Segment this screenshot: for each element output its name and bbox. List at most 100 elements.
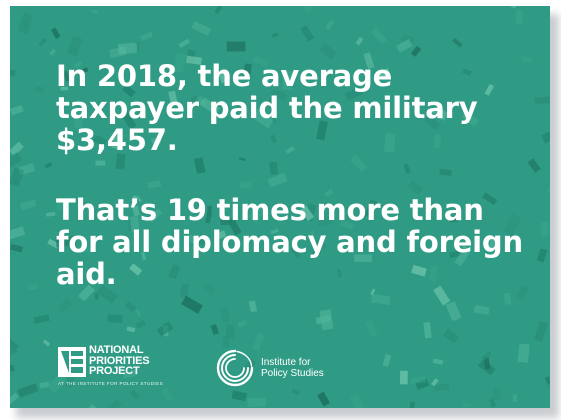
- dollar-bill-shape: [354, 254, 372, 262]
- dollar-bill-shape: [316, 120, 328, 141]
- dollar-bill-shape: [411, 264, 427, 277]
- dollar-bill-shape: [124, 301, 137, 313]
- dollar-bill-shape: [73, 61, 83, 69]
- dollar-bill-shape: [452, 37, 463, 48]
- dollar-bill-shape: [364, 319, 378, 338]
- dollar-bill-shape: [396, 38, 413, 53]
- dollar-bill-shape: [19, 199, 37, 211]
- dollar-bill-shape: [248, 300, 258, 313]
- dollar-bill-shape: [140, 31, 154, 41]
- dollar-bill-shape: [121, 84, 136, 98]
- dollar-bill-shape: [135, 320, 147, 329]
- dollar-bill-shape: [207, 205, 212, 216]
- dollar-bill-shape: [449, 218, 459, 223]
- dollar-bill-shape: [269, 161, 279, 175]
- dollar-bill-shape: [129, 263, 143, 276]
- dollar-bill-shape: [117, 42, 138, 55]
- dollar-bill-shape: [317, 391, 331, 407]
- dollar-bill-shape: [10, 104, 24, 116]
- dollar-bill-shape: [45, 211, 56, 217]
- dollar-bill-shape: [129, 389, 140, 400]
- dollar-bill-shape: [51, 27, 61, 39]
- dollar-bill-shape: [517, 343, 530, 363]
- dollar-bill-shape: [243, 63, 252, 78]
- dollar-bill-shape: [62, 70, 71, 82]
- dollar-bill-shape: [78, 67, 89, 75]
- dollar-bill-shape: [415, 378, 430, 390]
- dollar-bill-shape: [267, 172, 288, 188]
- npp-flag-icon: [58, 347, 86, 377]
- dollar-bill-shape: [28, 284, 38, 290]
- dollar-bill-shape: [432, 358, 444, 365]
- dollar-bill-shape: [210, 323, 220, 336]
- dollar-bill-shape: [106, 314, 123, 323]
- falling-dollar-bills-background: [10, 6, 550, 408]
- dollar-bill-shape: [168, 90, 178, 106]
- dollar-bill-shape: [517, 285, 528, 300]
- dollar-bill-shape: [382, 353, 392, 367]
- dollar-bill-shape: [315, 314, 332, 325]
- dollar-bill-shape: [282, 70, 294, 91]
- dollar-bill-shape: [78, 284, 95, 302]
- dollar-bill-shape: [339, 220, 354, 230]
- dollar-bill-shape: [226, 6, 243, 9]
- dollar-bill-shape: [77, 201, 85, 206]
- dollar-bill-shape: [270, 134, 277, 144]
- dollar-bill-shape: [349, 393, 365, 408]
- dollar-bill-shape: [18, 12, 33, 35]
- dollar-bill-shape: [541, 221, 549, 237]
- dollar-bill-shape: [83, 404, 97, 408]
- dollar-bill-shape: [44, 161, 53, 169]
- dollar-bill-shape: [47, 373, 68, 393]
- dollar-bill-shape: [521, 56, 533, 62]
- dollar-bill-shape: [10, 226, 26, 240]
- dollar-bill-shape: [35, 86, 45, 92]
- dollar-bill-shape: [178, 38, 190, 48]
- dollar-bill-shape: [252, 108, 275, 129]
- dollar-bill-shape: [106, 399, 122, 408]
- dollar-bill-shape: [312, 250, 321, 255]
- dollar-bill-shape: [433, 133, 442, 149]
- ips-swirl-icon: [216, 349, 254, 387]
- dollar-bill-shape: [503, 292, 512, 305]
- dollar-bill-shape: [237, 320, 248, 328]
- dollar-bill-shape: [400, 33, 415, 46]
- dollar-bill-shape: [406, 98, 411, 107]
- dollar-bill-shape: [489, 398, 497, 408]
- dollar-bill-shape: [363, 52, 375, 70]
- institute-for-policy-studies-logo: Institute for Policy Studies: [215, 348, 355, 388]
- dollar-bill-shape: [291, 388, 300, 396]
- dollar-bill-shape: [270, 88, 288, 101]
- dollar-bill-shape: [110, 132, 124, 150]
- dollar-bill-shape: [39, 381, 50, 389]
- dollar-bill-shape: [222, 335, 230, 348]
- dollar-bill-shape: [403, 163, 411, 174]
- dollar-bill-shape: [448, 249, 464, 259]
- dollar-bill-shape: [141, 251, 147, 261]
- dollar-bill-shape: [42, 339, 51, 347]
- dollar-bill-shape: [428, 265, 438, 283]
- dollar-bill-shape: [399, 370, 408, 385]
- dollar-bill-shape: [409, 376, 427, 385]
- dollar-bill-shape: [370, 27, 387, 45]
- dollar-bill-shape: [423, 322, 432, 339]
- npp-line-project: PROJECT: [89, 365, 140, 377]
- dollar-bill-shape: [10, 364, 15, 372]
- dollar-bill-shape: [185, 55, 203, 65]
- infographic-card: In 2018, the average taxpayer paid the m…: [10, 6, 550, 408]
- dollar-bill-shape: [205, 213, 212, 224]
- dollar-bill-shape: [484, 83, 495, 96]
- dollar-bill-shape: [135, 195, 143, 203]
- dollar-bill-shape: [424, 115, 441, 131]
- dollar-bill-shape: [374, 67, 391, 81]
- dollar-bill-shape: [10, 141, 24, 157]
- dollar-bill-shape: [544, 376, 550, 385]
- dollar-bill-shape: [130, 216, 140, 233]
- dollar-bill-shape: [285, 146, 296, 154]
- dollar-bill-shape: [131, 195, 137, 202]
- dollar-bill-shape: [10, 152, 23, 171]
- dollar-bill-shape: [199, 97, 220, 115]
- dollar-bill-shape: [193, 157, 206, 174]
- dollar-bill-shape: [454, 246, 472, 267]
- dollar-bill-shape: [186, 234, 199, 245]
